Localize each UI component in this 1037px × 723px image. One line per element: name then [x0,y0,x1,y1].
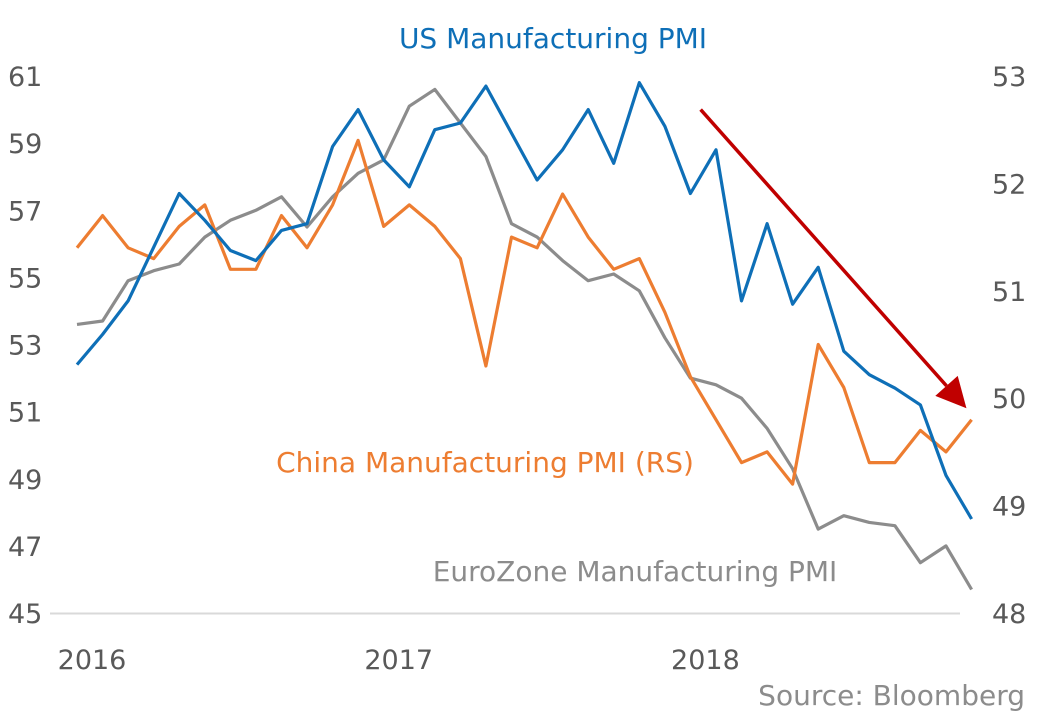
trend-arrow-shaft [699,108,948,388]
series-line-us-manufacturing-pmi [75,81,973,520]
right-tick-label: 52 [992,169,1026,200]
source-note: Source: Bloomberg [758,679,1025,712]
left-tick-label: 61 [8,62,42,93]
plot-area: 45 47 49 51 53 55 57 59 61 48 49 50 51 52 53 2016 2017 20… [8,62,1026,676]
left-tick-label: 55 [8,263,42,294]
right-tick-label: 51 [992,277,1026,308]
us-series-label: US Manufacturing PMI [399,22,707,55]
x-tick-label: 2016 [58,645,127,676]
left-tick-label: 53 [8,331,42,362]
eurozone-series-label: EuroZone Manufacturing PMI [433,555,838,588]
right-tick-label: 49 [992,492,1026,523]
series-line-china-manufacturing-pmi-rs [75,138,973,486]
x-tick-label: 2018 [671,645,740,676]
right-tick-label: 50 [992,384,1026,415]
right-tick-label: 53 [992,62,1026,93]
left-tick-label: 47 [8,532,42,563]
right-tick-label: 48 [992,599,1026,630]
left-tick-label: 45 [8,599,42,630]
left-tick-label: 51 [8,398,42,429]
left-tick-label: 57 [8,196,42,227]
series-line-eurozone-manufacturing-pmi [76,87,973,591]
left-tick-label: 59 [8,129,42,160]
trend-arrow-head [935,375,967,409]
china-series-label: China Manufacturing PMI (RS) [276,446,694,479]
x-tick-label: 2017 [364,645,433,676]
left-tick-label: 49 [8,465,42,496]
